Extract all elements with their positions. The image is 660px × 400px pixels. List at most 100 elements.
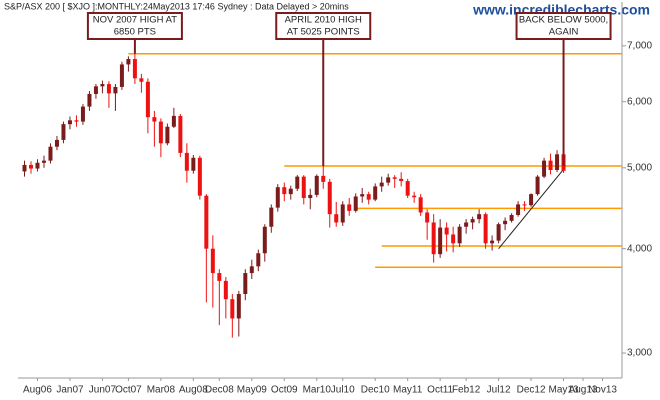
- candle-body: [67, 120, 72, 125]
- annotation-box: [515, 12, 612, 40]
- x-tick-label: Feb12: [452, 385, 481, 396]
- candle-body: [438, 227, 443, 255]
- candle-body: [295, 176, 300, 189]
- x-tick-label: Mar10: [303, 385, 332, 396]
- x-tick-label: Dec12: [517, 385, 546, 396]
- annotation-text: BACK BELOW 5000,: [519, 15, 608, 26]
- candle-body: [80, 106, 85, 122]
- candle-body: [399, 178, 404, 182]
- annotation-box: [275, 12, 372, 40]
- x-tick-label: Aug08: [179, 385, 208, 396]
- candle-body: [282, 187, 287, 195]
- candle-body: [308, 194, 313, 199]
- candle-body: [230, 299, 235, 319]
- candle-body: [22, 164, 27, 172]
- candle-body: [158, 121, 163, 144]
- chart-title: S&P/ASX 200 [ $XJO ]:MONTHLY:24May2013 1…: [4, 1, 349, 11]
- x-tick-label: Aug13: [569, 385, 598, 396]
- annotation-text: AGAIN: [549, 27, 579, 38]
- x-tick-label: Jan07: [56, 385, 84, 396]
- candle-body: [243, 273, 248, 295]
- candle-body: [28, 164, 33, 169]
- candle-body: [451, 234, 456, 244]
- candle-body: [509, 214, 514, 221]
- candle-body: [54, 139, 59, 147]
- candle-body: [288, 188, 293, 195]
- candle-body: [204, 195, 209, 249]
- candle-body: [191, 157, 196, 171]
- x-tick-label: Oct11: [427, 385, 453, 396]
- candle-body: [405, 181, 410, 196]
- candle-body: [152, 117, 157, 122]
- candle-body: [35, 162, 40, 169]
- candle-body: [119, 64, 124, 87]
- candle-body: [386, 177, 391, 183]
- annotation-text: NOV 2007 HIGH AT: [93, 15, 177, 26]
- candle-body: [503, 220, 508, 225]
- x-tick-label: Dec10: [361, 385, 390, 396]
- candle-body: [457, 226, 462, 244]
- candle-body: [555, 154, 560, 170]
- candle-body: [139, 78, 144, 82]
- x-tick-label: Aug06: [23, 385, 52, 396]
- x-tick-label: Nov13: [588, 385, 617, 396]
- candle-body: [464, 222, 469, 227]
- candle-body: [373, 186, 378, 200]
- y-tick-label: 3,000: [627, 348, 652, 359]
- candle-body: [113, 86, 118, 94]
- candle-body: [262, 226, 267, 254]
- candle-body: [93, 86, 98, 94]
- annotation-box: [86, 12, 183, 40]
- trend-line: [498, 168, 564, 250]
- candle-body: [353, 196, 358, 211]
- x-tick-label: Oct07: [115, 385, 142, 396]
- candle-body: [249, 266, 254, 274]
- candle-body: [529, 194, 534, 206]
- candle-body: [327, 181, 332, 215]
- x-tick-label: Oct09: [271, 385, 298, 396]
- candle-body: [236, 294, 241, 319]
- x-tick-label: Mar08: [147, 385, 176, 396]
- x-tick-label: May11: [393, 385, 423, 396]
- candle-body: [431, 222, 436, 255]
- candle-body: [165, 126, 170, 144]
- candle-body: [145, 81, 150, 118]
- candle-body: [210, 248, 215, 274]
- candle-body: [418, 197, 423, 213]
- candle-body: [425, 212, 430, 223]
- x-tick-label: Jul10: [331, 385, 355, 396]
- candle-body: [178, 115, 183, 153]
- candle-body: [542, 160, 547, 177]
- candle-body: [444, 227, 449, 235]
- candle-body: [535, 176, 540, 195]
- candle-body: [522, 204, 527, 206]
- candle-body: [41, 160, 46, 163]
- candle-body: [256, 253, 261, 267]
- candle-body: [321, 175, 326, 182]
- x-tick-label: May13: [549, 385, 579, 396]
- candle-body: [392, 177, 397, 179]
- candle-body: [106, 84, 111, 94]
- y-tick-label: 5,000: [627, 162, 652, 173]
- candle-body: [496, 224, 501, 241]
- candle-body: [301, 176, 306, 199]
- candle-body: [340, 204, 345, 223]
- candle-body: [366, 194, 371, 200]
- candle-body: [48, 146, 53, 161]
- candle-body: [126, 59, 131, 65]
- candle-body: [223, 280, 228, 300]
- candle-body: [379, 182, 384, 187]
- x-tick-label: Dec08: [205, 385, 234, 396]
- candle-body: [314, 175, 319, 195]
- candle-body: [132, 59, 137, 79]
- candle-body: [477, 214, 482, 220]
- candle-body: [61, 124, 66, 140]
- y-tick-label: 6,000: [627, 96, 652, 107]
- candle-body: [100, 84, 105, 87]
- candle-body: [490, 240, 495, 244]
- y-tick-label: 4,000: [627, 243, 652, 254]
- annotation-text: AT 5025 POINTS: [287, 27, 360, 38]
- candle-body: [360, 194, 365, 197]
- candle-body: [197, 157, 202, 196]
